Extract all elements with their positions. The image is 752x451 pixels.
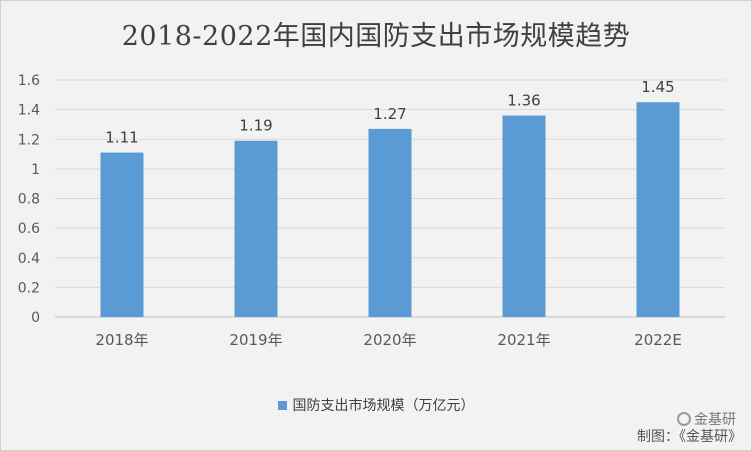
legend-swatch (277, 400, 287, 410)
y-tick-label: 1.6 (18, 73, 40, 89)
x-tick-label: 2022E (634, 331, 682, 349)
x-tick-label: 2021年 (497, 331, 550, 349)
x-tick-label: 2018年 (95, 331, 148, 349)
bar (502, 115, 546, 317)
data-label: 1.19 (239, 117, 272, 135)
data-label: 1.11 (105, 129, 138, 147)
y-tick-label: 1 (31, 162, 40, 178)
chart-title: 2018-2022年国内国防支出市场规模趋势 (121, 21, 631, 52)
data-label: 1.45 (641, 78, 674, 96)
bar (100, 152, 144, 317)
y-tick-label: 0.2 (18, 280, 40, 296)
y-tick-label: 1.2 (18, 132, 40, 148)
y-tick-label: 0.6 (18, 221, 40, 237)
data-label: 1.27 (373, 105, 406, 123)
y-tick-label: 0 (31, 310, 40, 326)
x-tick-label: 2019年 (229, 331, 282, 349)
legend: 国防支出市场规模（万亿元） (0, 395, 752, 415)
bar (368, 128, 412, 317)
watermark-text: 金基研 (694, 412, 736, 428)
credit-text: 制图：《金基研》 (637, 429, 742, 445)
y-tick-label: 0.8 (18, 192, 40, 208)
x-tick-label: 2020年 (363, 331, 416, 349)
y-tick-label: 1.4 (18, 103, 40, 119)
bar (234, 140, 278, 317)
data-label: 1.36 (507, 92, 540, 110)
watermark-icon (677, 412, 691, 426)
y-tick-label: 0.4 (18, 251, 40, 267)
bar (636, 102, 680, 317)
watermark: 金基研 (677, 409, 736, 429)
legend-label: 国防支出市场规模（万亿元） (292, 398, 475, 414)
